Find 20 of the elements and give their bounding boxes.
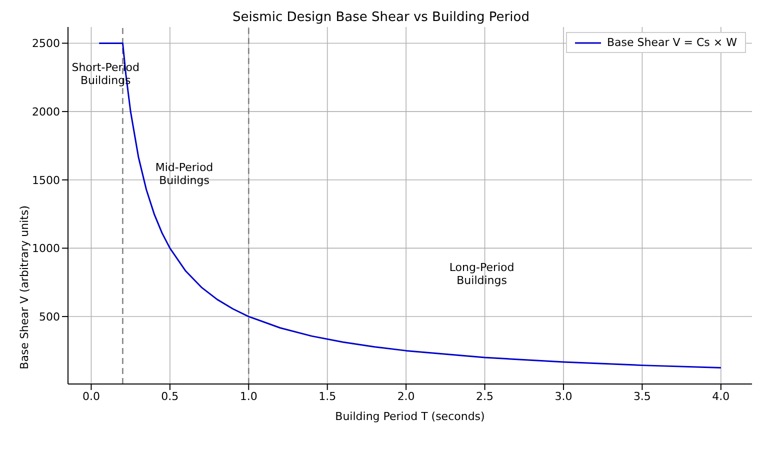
x-tick-label: 0.5 [161,390,179,403]
y-tick-label: 1000 [32,242,60,256]
legend-label: Base Shear V = Cs × W [607,36,737,49]
x-tick-label: 2.5 [476,390,494,403]
y-tick-label: 1500 [32,174,60,187]
y-tick-label: 2500 [32,37,60,50]
annotation: Long-Period Buildings [449,260,514,287]
x-tick-label: 0.0 [82,390,100,403]
x-tick-label: 1.5 [318,390,336,403]
x-tick-label: 4.0 [712,390,730,403]
chart-title: Seismic Design Base Shear vs Building Period [232,10,530,25]
y-tick-label: 2000 [32,105,60,118]
x-tick-label: 3.5 [633,390,651,403]
y-axis-title: Base Shear V (arbitrary units) [18,206,31,370]
x-tick-label: 2.0 [397,390,415,403]
annotation: Mid-Period Buildings [155,160,214,187]
y-tick-label: 500 [39,310,60,324]
x-axis-title: Building Period T (seconds) [335,410,485,423]
x-tick-label: 3.0 [554,390,572,403]
x-tick-label: 1.0 [240,390,258,403]
